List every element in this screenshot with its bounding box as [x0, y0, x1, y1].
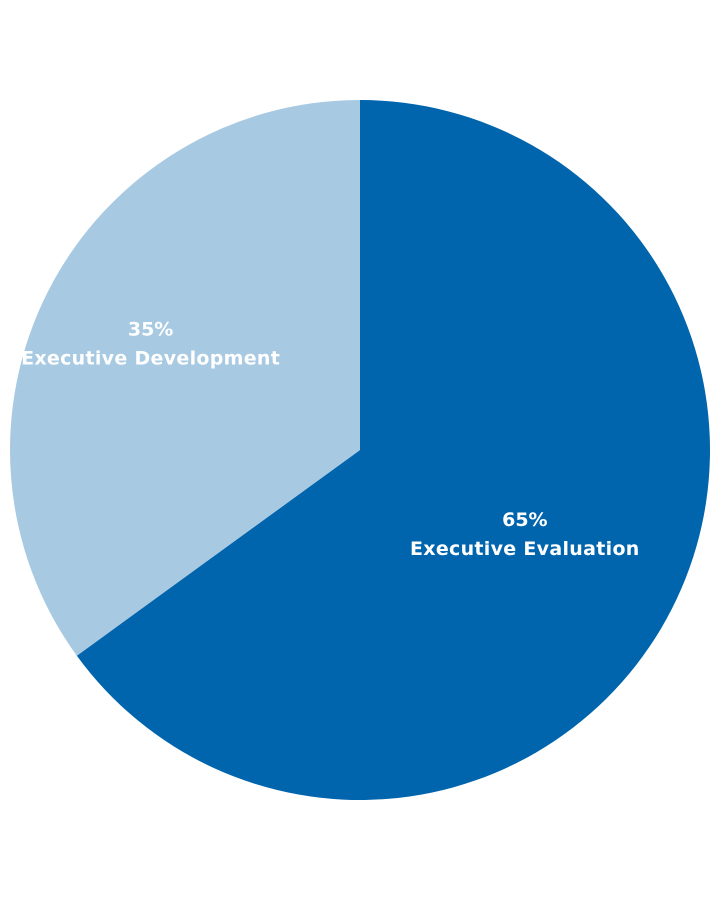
pie-slices — [10, 100, 711, 801]
pie-slice-executive-evaluation — [76, 100, 711, 801]
slice-category-label: Executive Development — [21, 347, 280, 369]
pie-labels: 65% Executive Evaluation 35% Executive Deve… — [21, 318, 640, 560]
slice-category-label: Executive Evaluation — [410, 538, 640, 560]
slice-value-label: 65% — [502, 509, 547, 531]
pie-slice-executive-development — [10, 100, 361, 656]
slice-value-label: 35% — [128, 318, 173, 340]
